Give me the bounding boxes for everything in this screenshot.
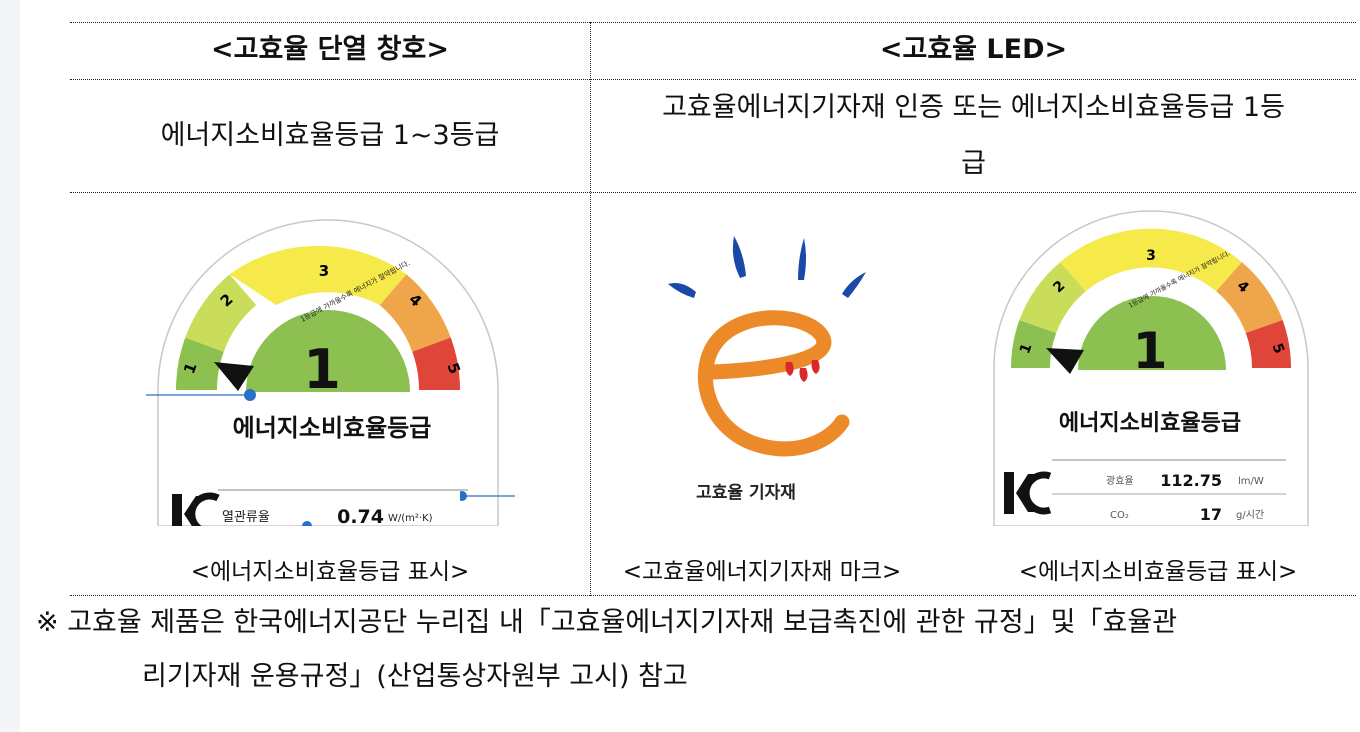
- big-grade: 1: [1133, 322, 1168, 380]
- row-label: 열관류율: [222, 510, 270, 525]
- e-swirl-icon: [697, 310, 850, 457]
- sun-ray-icon: [732, 236, 746, 278]
- table-top-rule: [70, 22, 1356, 23]
- sun-ray-icon: [668, 283, 696, 298]
- callout-lines: [146, 394, 246, 396]
- callout-dot-icon: [244, 389, 256, 401]
- big-grade: 1: [303, 338, 341, 401]
- header-rule: [70, 79, 1356, 80]
- row-value: 0.74: [337, 506, 384, 526]
- reference-note: ※ 고효율 제품은 한국에너지공단 누리집 내「고효율에너지기자재 보급촉진에 …: [36, 596, 1356, 704]
- grade-label-3: 3: [319, 262, 329, 280]
- droplet-icon: [785, 362, 794, 376]
- grade-dial: [1078, 296, 1226, 370]
- row1-unit: lm/W: [1238, 476, 1264, 487]
- grade-1-segment: [1010, 320, 1057, 368]
- header-left: <고효율 단열 창호>: [211, 34, 449, 65]
- label-title: 에너지소비효율등급: [233, 414, 432, 442]
- grade-pointer-icon: [1046, 348, 1084, 374]
- row-unit: W/(m²·K): [388, 513, 433, 524]
- criteria-left: 에너지소비효율등급 1~3등급: [160, 120, 500, 151]
- grade-2-segment: [185, 274, 257, 352]
- label-title: 에너지소비효율등급: [1059, 411, 1241, 436]
- sun-ray-icon: [842, 272, 866, 298]
- sun-ray-icon: [798, 238, 806, 280]
- grade-pointer-icon: [214, 362, 254, 391]
- row2-unit: g/시간: [1236, 509, 1264, 521]
- column-divider: [590, 22, 591, 596]
- row2-value: 17: [1200, 505, 1222, 524]
- criteria-right-line1: 고효율에너지기자재 인증 또는 에너지소비효율등급 1등: [662, 92, 1285, 123]
- note-line-1: ※ 고효율 제품은 한국에너지공단 누리집 내「고효율에너지기자재 보급촉진에 …: [36, 607, 1178, 638]
- droplet-icon: [799, 368, 808, 382]
- caption-right: <에너지소비효율등급 표시>: [1018, 559, 1298, 585]
- callout-dot-icon: [302, 521, 312, 526]
- comparison-table: <고효율 단열 창호> <고효율 LED> 에너지소비효율등급 1~3등급 고효…: [70, 22, 1356, 596]
- criteria-rule: [70, 192, 1356, 193]
- row1-value: 112.75: [1160, 471, 1222, 490]
- energy-label-right: 1 2 3 4 5 1 1등급에 가까울수록 에너지가 절약됩니다. 에너지소비…: [993, 210, 1309, 526]
- row2-label: CO₂: [1110, 510, 1129, 521]
- grade-label-3: 3: [1146, 248, 1156, 264]
- grade-4-segment: [1216, 262, 1283, 333]
- table-bottom-rule: [70, 595, 1356, 596]
- criteria-right-line2: 급: [961, 148, 986, 179]
- droplet-icon: [811, 360, 820, 374]
- grade-1-segment: [175, 337, 224, 390]
- row1-label: 광효율: [1106, 475, 1134, 487]
- caption-left: <에너지소비효율등급 표시>: [190, 559, 470, 585]
- grade-4-segment: [379, 274, 451, 352]
- energy-label-left: 1 2 3 4 5 1 1등급에 가까울수록 에너지가 절약됩니다. 에너지소비…: [157, 219, 499, 526]
- grade-2-segment: [1019, 262, 1086, 333]
- kc-mark-icon: [172, 492, 220, 526]
- grade-5-segment: [412, 337, 461, 390]
- grade-3-segment: [1060, 228, 1242, 292]
- grade-5-segment: [1245, 320, 1292, 368]
- mark-caption: 고효율 기자재: [696, 483, 796, 502]
- high-efficiency-mark: 고효율 기자재: [668, 236, 866, 502]
- grade-dial: [246, 310, 410, 392]
- header-right: <고효율 LED>: [879, 34, 1068, 65]
- kc-mark-icon: [1004, 471, 1052, 515]
- note-line-2: 리기자재 운용규정」(산업통상자원부 고시) 참고: [142, 661, 688, 692]
- callout-right: [460, 491, 515, 501]
- caption-middle: <고효율에너지기자재 마크>: [622, 559, 902, 585]
- grade-3-segment: [229, 245, 407, 306]
